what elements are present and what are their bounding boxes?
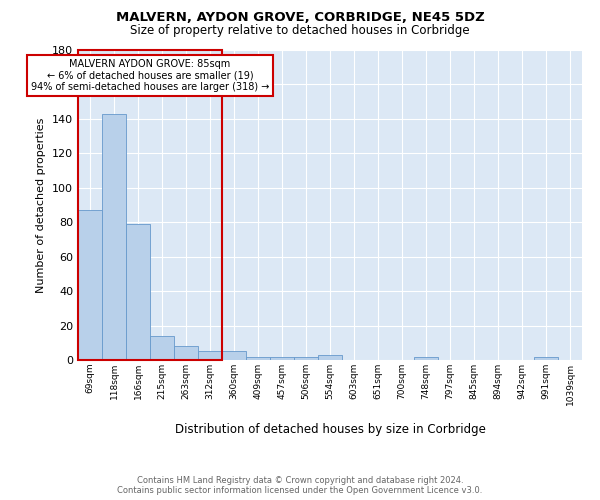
Bar: [102, 114, 126, 360]
Bar: [318, 355, 342, 360]
Bar: [78, 210, 102, 360]
Bar: [270, 356, 294, 360]
Text: MALVERN, AYDON GROVE, CORBRIDGE, NE45 5DZ: MALVERN, AYDON GROVE, CORBRIDGE, NE45 5D…: [116, 11, 484, 24]
Text: Contains HM Land Registry data © Crown copyright and database right 2024.
Contai: Contains HM Land Registry data © Crown c…: [118, 476, 482, 495]
Y-axis label: Number of detached properties: Number of detached properties: [37, 118, 46, 292]
Bar: [534, 356, 558, 360]
Bar: [198, 352, 222, 360]
Bar: [150, 336, 174, 360]
Bar: [294, 356, 318, 360]
Bar: [126, 224, 150, 360]
Bar: [78, 50, 222, 360]
Text: MALVERN AYDON GROVE: 85sqm
← 6% of detached houses are smaller (19)
94% of semi-: MALVERN AYDON GROVE: 85sqm ← 6% of detac…: [31, 58, 269, 92]
Bar: [222, 352, 246, 360]
Bar: [246, 356, 270, 360]
Bar: [414, 356, 438, 360]
Text: Distribution of detached houses by size in Corbridge: Distribution of detached houses by size …: [175, 422, 485, 436]
Text: Size of property relative to detached houses in Corbridge: Size of property relative to detached ho…: [130, 24, 470, 37]
Bar: [174, 346, 198, 360]
